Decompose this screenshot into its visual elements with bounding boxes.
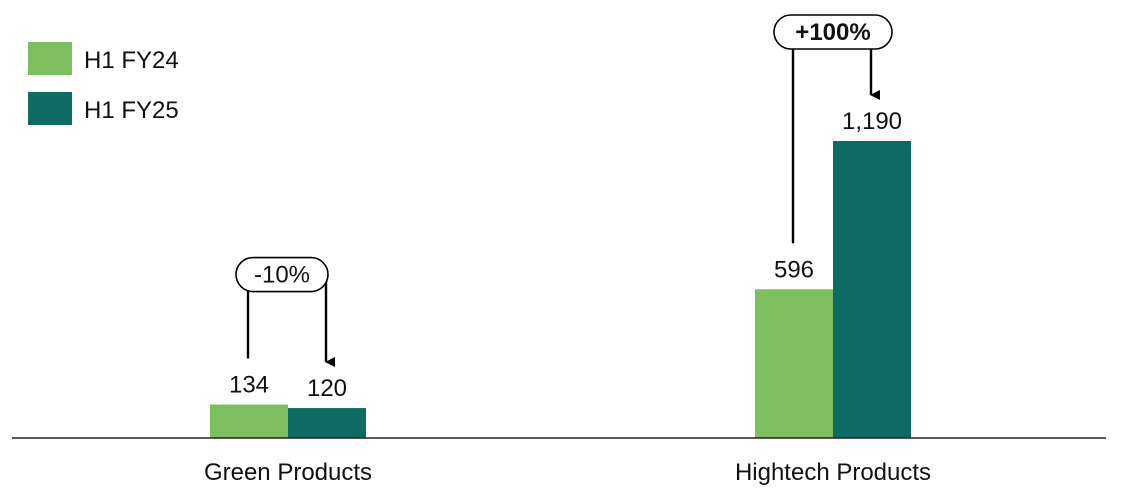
category-label-hightech-products: Hightech Products xyxy=(735,459,931,486)
category-labels: Green Products Hightech Products xyxy=(204,459,931,486)
annotation-hightech-products: +100% xyxy=(773,14,893,244)
bar-green-products-h1-fy25 xyxy=(288,408,366,438)
legend: H1 FY24 H1 FY25 xyxy=(28,42,179,125)
value-label-green-products-h1-fy24: 134 xyxy=(229,372,269,399)
annotation-text: +100% xyxy=(795,19,870,46)
value-label-green-products-h1-fy25: 120 xyxy=(307,375,347,402)
annotation-pill xyxy=(773,14,893,50)
bars xyxy=(210,141,911,438)
legend-swatch-h1-fy24 xyxy=(28,42,72,75)
annotation-text: -10% xyxy=(254,262,310,289)
bar-hightech-products-h1-fy24 xyxy=(755,289,833,438)
value-label-hightech-products-h1-fy25: 1,190 xyxy=(842,108,902,135)
value-label-hightech-products-h1-fy24: 596 xyxy=(774,256,814,283)
annotation-pill xyxy=(235,256,329,293)
annotation-green-products: -10% xyxy=(235,256,335,368)
change-annotations: -10% +100% xyxy=(235,14,893,368)
value-labels: 134 120 596 1,190 xyxy=(229,108,902,402)
bar-hightech-products-h1-fy25 xyxy=(833,141,911,438)
legend-label-h1-fy25: H1 FY25 xyxy=(84,97,179,124)
legend-swatch-h1-fy25 xyxy=(28,92,72,125)
category-label-green-products: Green Products xyxy=(204,459,372,486)
legend-label-h1-fy24: H1 FY24 xyxy=(84,47,179,74)
bar-green-products-h1-fy24 xyxy=(210,404,288,438)
